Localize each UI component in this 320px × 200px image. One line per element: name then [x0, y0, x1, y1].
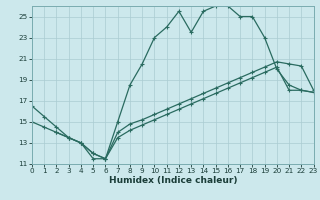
X-axis label: Humidex (Indice chaleur): Humidex (Indice chaleur) — [108, 176, 237, 185]
